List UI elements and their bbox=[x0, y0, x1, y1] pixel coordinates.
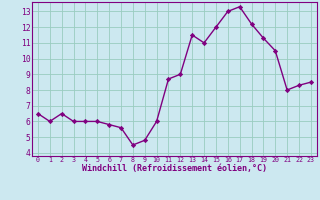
X-axis label: Windchill (Refroidissement éolien,°C): Windchill (Refroidissement éolien,°C) bbox=[82, 164, 267, 173]
